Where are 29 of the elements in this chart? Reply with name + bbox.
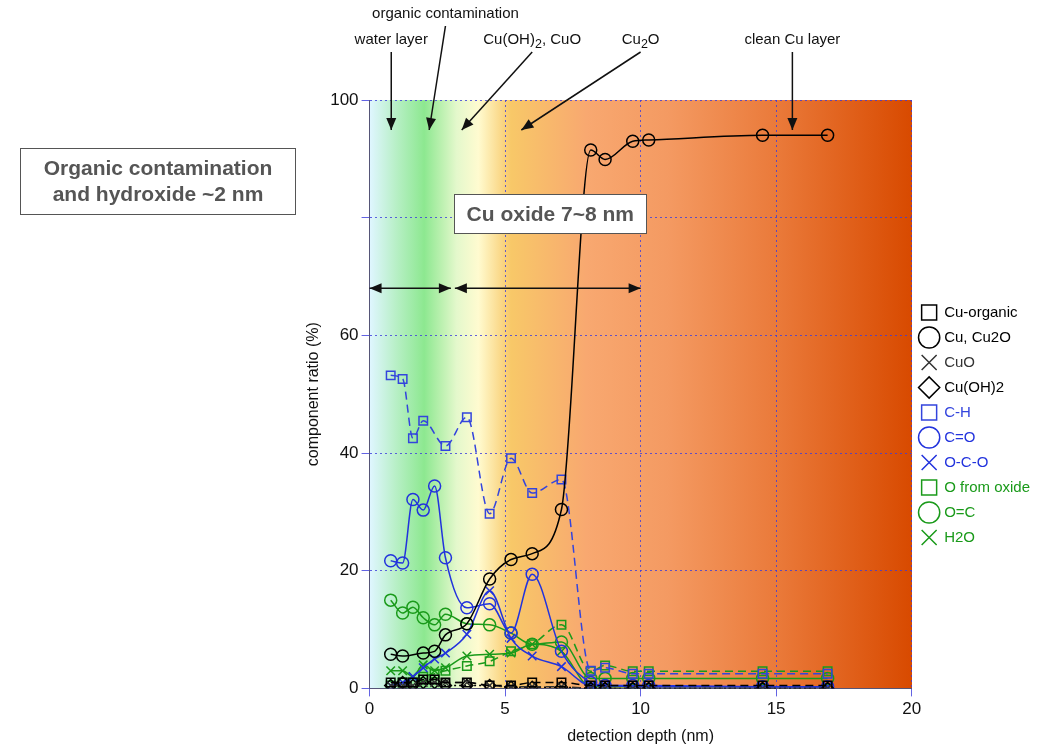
- x-tick-label: 5: [500, 699, 510, 719]
- legend-label: H2O: [944, 527, 975, 545]
- x-tick-label: 15: [766, 699, 786, 719]
- y-axis-title: component ratio (%): [304, 322, 322, 467]
- annotation: Cu oxide 7~8 nm: [453, 194, 648, 235]
- text: Cu(OH)$_{2}$, CuO: [483, 30, 582, 51]
- text: organic contamination: [372, 4, 519, 21]
- text: water layer: [354, 30, 428, 47]
- y-tick-label: 100: [330, 89, 359, 109]
- x-tick-label: 0: [364, 699, 375, 719]
- x-axis-title: detection depth (nm): [567, 726, 714, 744]
- legend-label: O-C-O: [944, 452, 989, 470]
- legend-label: O=C: [944, 502, 976, 520]
- legend-label: Cu, Cu2O: [944, 327, 1011, 345]
- text: clean Cu layer: [744, 30, 841, 47]
- y-tick-label: 0: [349, 678, 359, 698]
- text: Organic contamination and hydroxide ~2 nm: [20, 148, 296, 215]
- legend-label: C=O: [944, 427, 976, 445]
- legend-label: Cu(OH)2: [944, 377, 1005, 395]
- y-tick-label: 20: [339, 560, 359, 580]
- x-tick-label: 10: [631, 699, 651, 719]
- text: Cu$_{2}$O: [621, 30, 660, 51]
- legend-label: C-H: [944, 402, 971, 420]
- legend-label: CuO: [944, 352, 975, 370]
- x-tick-label: 20: [902, 699, 922, 719]
- legend-label: Cu-organic: [944, 302, 1018, 320]
- legend-label: O from oxide: [944, 477, 1031, 495]
- y-tick-label: 40: [339, 442, 359, 462]
- y-tick-label: 60: [339, 325, 359, 345]
